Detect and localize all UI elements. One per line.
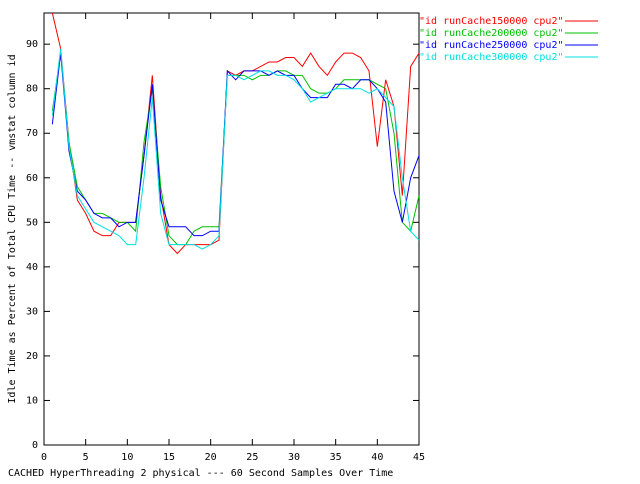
x-tick-label: 10 (121, 452, 133, 463)
y-tick-label: 10 (26, 395, 38, 406)
x-tick-label: 25 (246, 452, 258, 463)
x-tick-label: 40 (371, 452, 383, 463)
x-tick-label: 15 (163, 452, 175, 463)
legend-label: "id runCache200000 cpu2" (419, 28, 564, 39)
series-line (51, 53, 420, 246)
y-tick-label: 50 (26, 217, 38, 228)
x-tick-label: 30 (288, 452, 300, 463)
x-axis-label: CACHED HyperThreading 2 physical --- 60 … (8, 468, 393, 479)
x-tick-label: 5 (83, 452, 89, 463)
x-tick-label: 20 (205, 452, 217, 463)
y-tick-label: 60 (26, 173, 38, 184)
plot-border (43, 12, 420, 446)
y-tick-label: 40 (26, 262, 38, 273)
y-tick-label: 30 (26, 306, 38, 317)
y-tick-label: 80 (26, 84, 38, 95)
x-tick-label: 0 (41, 452, 47, 463)
x-tick-label: 45 (413, 452, 425, 463)
series-line (51, 48, 420, 250)
legend-label: "id runCache250000 cpu2" (419, 40, 564, 51)
legend-label: "id runCache300000 cpu2" (419, 52, 564, 63)
y-tick-label: 0 (32, 440, 38, 451)
y-tick-label: 20 (26, 351, 38, 362)
y-axis-label: Idle Time as Percent of Total CPU Time -… (7, 54, 18, 403)
x-tick-label: 35 (330, 452, 342, 463)
y-tick-label: 90 (26, 39, 38, 50)
legend-label: "id runCache150000 cpu2" (419, 16, 564, 27)
y-tick-label: 70 (26, 128, 38, 139)
series-line (51, 53, 420, 237)
